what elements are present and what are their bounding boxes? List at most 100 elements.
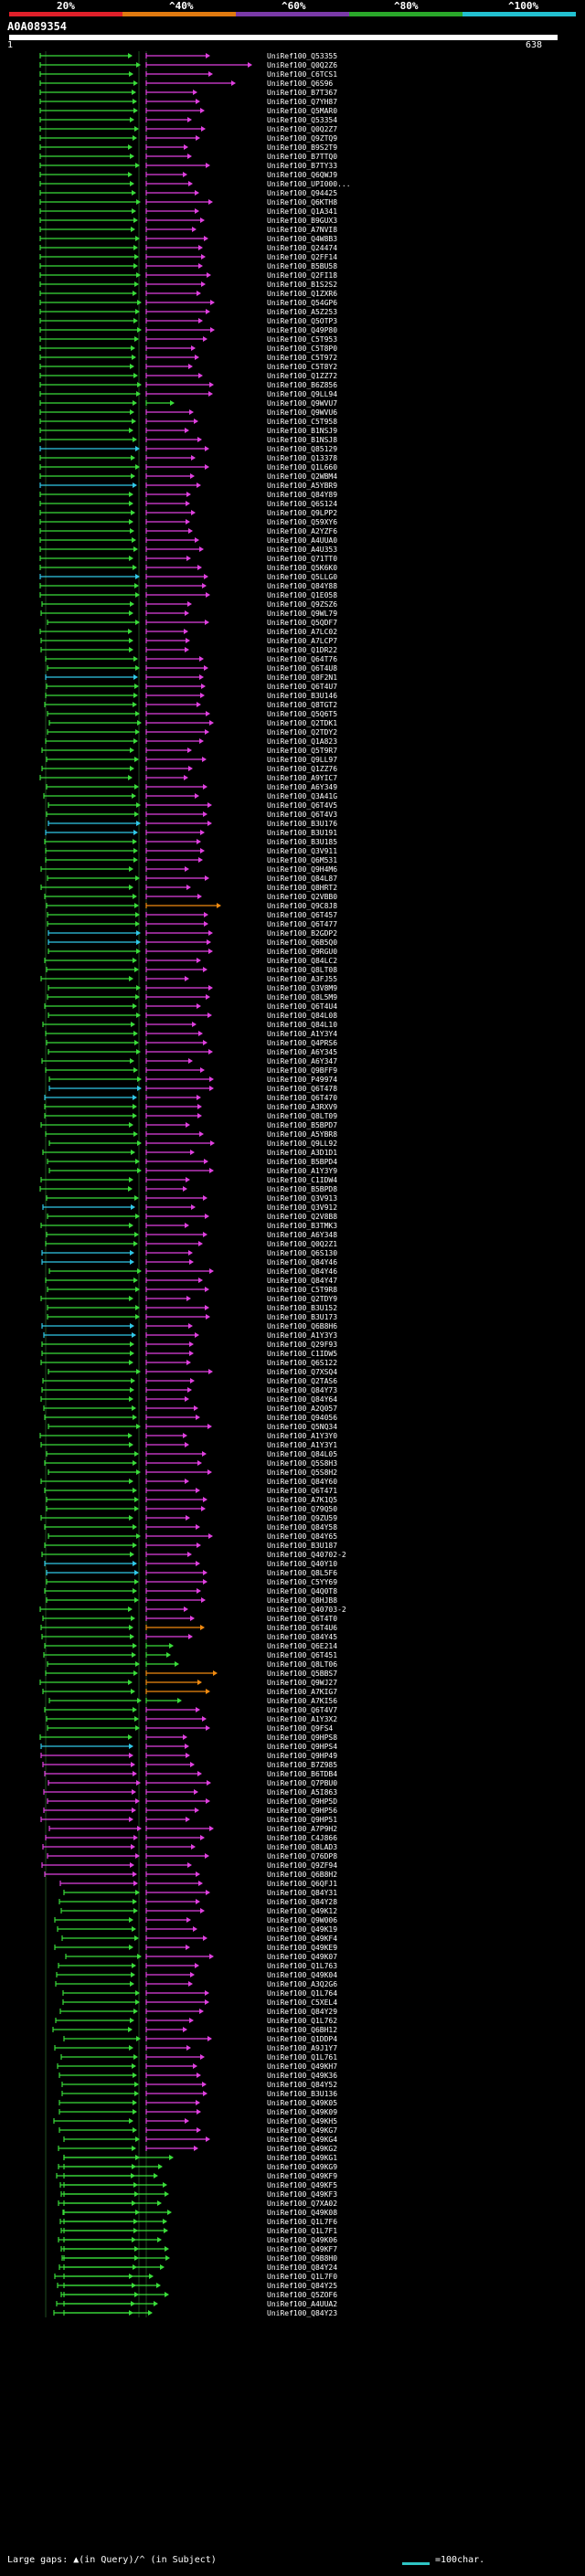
hit-label[interactable]: UniRef100_Q2V8B8 bbox=[267, 1213, 337, 1221]
hit-label[interactable]: UniRef100_Q8LT08 bbox=[267, 966, 337, 974]
hit-label[interactable]: UniRef100_Q3V911 bbox=[267, 847, 337, 855]
hit-label[interactable]: UniRef100_Q9WL79 bbox=[267, 610, 337, 618]
hit-label[interactable]: UniRef100_C6TCS1 bbox=[267, 70, 337, 79]
hit-label[interactable]: UniRef100_B7Z985 bbox=[267, 1761, 337, 1769]
hit-label[interactable]: UniRef100_Q84Y46 bbox=[267, 1267, 337, 1276]
hit-label[interactable]: UniRef100_Q8F2N1 bbox=[267, 673, 337, 682]
hit-label[interactable]: UniRef100_A1Y3Y1 bbox=[267, 1441, 337, 1449]
hit-label[interactable]: UniRef100_Q3V8M9 bbox=[267, 984, 337, 992]
hit-label[interactable]: UniRef100_A6Y348 bbox=[267, 1231, 337, 1239]
hit-label[interactable]: UniRef100_C1IDW5 bbox=[267, 1350, 337, 1358]
hit-label[interactable]: UniRef100_Q1L761 bbox=[267, 2053, 337, 2062]
hit-label[interactable]: UniRef100_A3Q2G6 bbox=[267, 1980, 337, 1988]
hit-label[interactable]: UniRef100_Q5T9R7 bbox=[267, 747, 337, 755]
hit-label[interactable]: UniRef100_Q49K36 bbox=[267, 2072, 337, 2080]
hit-label[interactable]: UniRef100_Q6B8H6 bbox=[267, 1322, 337, 1330]
hit-label[interactable]: UniRef100_Q6T4U8 bbox=[267, 664, 337, 673]
hit-label[interactable]: UniRef100_Q0Q2Z7 bbox=[267, 125, 337, 133]
hit-label[interactable]: UniRef100_B5BPD7 bbox=[267, 1121, 337, 1129]
hit-label[interactable]: UniRef100_Q49KG7 bbox=[267, 2126, 337, 2135]
hit-label[interactable]: UniRef100_C5T8Y2 bbox=[267, 363, 337, 371]
hit-label[interactable]: UniRef100_C5T953 bbox=[267, 335, 337, 344]
hit-label[interactable]: UniRef100_Q6S124 bbox=[267, 500, 337, 508]
hit-label[interactable]: UniRef100_Q6T4V7 bbox=[267, 1706, 337, 1714]
hit-label[interactable]: UniRef100_B3U173 bbox=[267, 1313, 337, 1321]
hit-label[interactable]: UniRef100_Q5MAR0 bbox=[267, 107, 337, 115]
hit-label[interactable]: UniRef100_Q9ZU59 bbox=[267, 1514, 337, 1522]
hit-label[interactable]: UniRef100_Q5BBS7 bbox=[267, 1670, 337, 1678]
hit-label[interactable]: UniRef100_C5XEL4 bbox=[267, 1998, 337, 2007]
hit-label[interactable]: UniRef100_Q8LT06 bbox=[267, 1660, 337, 1669]
hit-label[interactable]: UniRef100_Q84Y46 bbox=[267, 1258, 337, 1267]
hit-label[interactable]: UniRef100_A3FJ55 bbox=[267, 975, 337, 983]
hit-label[interactable]: UniRef100_Q9HP56 bbox=[267, 1807, 337, 1815]
hit-label[interactable]: UniRef100_Q1L7F1 bbox=[267, 2227, 337, 2235]
hit-label[interactable]: UniRef100_C5T9R8 bbox=[267, 1286, 337, 1294]
hit-label[interactable]: UniRef100_A7LCP7 bbox=[267, 637, 337, 645]
hit-label[interactable]: UniRef100_A6Y347 bbox=[267, 1057, 337, 1065]
hit-label[interactable]: UniRef100_Q49KG4 bbox=[267, 2136, 337, 2144]
hit-label[interactable]: UniRef100_Q49KH5 bbox=[267, 2117, 337, 2125]
hit-label[interactable]: UniRef100_Q49K09 bbox=[267, 2108, 337, 2116]
hit-label[interactable]: UniRef100_Q6M531 bbox=[267, 856, 337, 864]
hit-label[interactable]: UniRef100_Q8LAD3 bbox=[267, 1843, 337, 1851]
hit-label[interactable]: UniRef100_Q8TGT2 bbox=[267, 701, 337, 709]
hit-label[interactable]: UniRef100_A1Y3Y0 bbox=[267, 1432, 337, 1440]
hit-label[interactable]: UniRef100_Q94425 bbox=[267, 189, 337, 197]
hit-label[interactable]: UniRef100_B1NSJ9 bbox=[267, 427, 337, 435]
hit-label[interactable]: UniRef100_Q84Y89 bbox=[267, 491, 337, 499]
hit-label[interactable]: UniRef100_Q4W8B3 bbox=[267, 235, 337, 243]
hit-label[interactable]: UniRef100_Q1A823 bbox=[267, 737, 337, 746]
hit-label[interactable]: UniRef100_Q6T4U6 bbox=[267, 1624, 337, 1632]
hit-label[interactable]: UniRef100_Q1L762 bbox=[267, 2017, 337, 2025]
hit-label[interactable]: UniRef100_Q5QDF7 bbox=[267, 619, 337, 627]
hit-label[interactable]: UniRef100_A7K1Q5 bbox=[267, 1496, 337, 1504]
hit-label[interactable]: UniRef100_Q9HP51 bbox=[267, 1816, 337, 1824]
hit-label[interactable]: UniRef100_B7TTQ0 bbox=[267, 153, 337, 161]
hit-label[interactable]: UniRef100_Q6T470 bbox=[267, 1094, 337, 1102]
hit-label[interactable]: UniRef100_Q6T477 bbox=[267, 920, 337, 928]
hit-label[interactable]: UniRef100_Q6T451 bbox=[267, 1651, 337, 1659]
hit-label[interactable]: UniRef100_B3U146 bbox=[267, 692, 337, 700]
hit-label[interactable]: UniRef100_Q84Y73 bbox=[267, 1386, 337, 1394]
hit-label[interactable]: UniRef100_Q1L7F0 bbox=[267, 2273, 337, 2281]
hit-label[interactable]: UniRef100_Q2FF14 bbox=[267, 253, 337, 261]
hit-label[interactable]: UniRef100_Q6KTH8 bbox=[267, 198, 337, 207]
hit-label[interactable]: UniRef100_Q9FS4 bbox=[267, 1724, 333, 1733]
hit-label[interactable]: UniRef100_A5YBR9 bbox=[267, 482, 337, 490]
hit-label[interactable]: UniRef100_Q13378 bbox=[267, 454, 337, 462]
hit-label[interactable]: UniRef100_Q6B5Q0 bbox=[267, 938, 337, 947]
hit-label[interactable]: UniRef100_Q9HPS4 bbox=[267, 1743, 337, 1751]
hit-label[interactable]: UniRef100_B2GDP2 bbox=[267, 929, 337, 938]
hit-label[interactable]: UniRef100_Q49KF7 bbox=[267, 2245, 337, 2253]
hit-label[interactable]: UniRef100_Q59XY6 bbox=[267, 518, 337, 526]
hit-label[interactable]: UniRef100_A2Q057 bbox=[267, 1405, 337, 1413]
hit-label[interactable]: UniRef100_A3RXV9 bbox=[267, 1103, 337, 1111]
hit-label[interactable]: UniRef100_Q9H4M6 bbox=[267, 865, 337, 874]
hit-label[interactable]: UniRef100_A1Y3Y4 bbox=[267, 1030, 337, 1038]
hit-label[interactable]: UniRef100_Q49KE9 bbox=[267, 1944, 337, 1952]
hit-label[interactable]: UniRef100_Q49KG2 bbox=[267, 2145, 337, 2153]
hit-label[interactable]: UniRef100_Q49K12 bbox=[267, 1907, 337, 1915]
hit-label[interactable]: UniRef100_Q40703-2 bbox=[267, 1606, 346, 1614]
hit-label[interactable]: UniRef100_Q5LLG0 bbox=[267, 573, 337, 581]
hit-label[interactable]: UniRef100_A9YIC7 bbox=[267, 774, 337, 782]
hit-label[interactable]: UniRef100_Q1L763 bbox=[267, 1962, 337, 1970]
hit-label[interactable]: UniRef100_Q5ZOF6 bbox=[267, 2291, 337, 2299]
hit-label[interactable]: UniRef100_Q6T4V3 bbox=[267, 811, 337, 819]
hit-label[interactable]: UniRef100_Q6E214 bbox=[267, 1642, 337, 1650]
hit-label[interactable]: UniRef100_Q9RGU0 bbox=[267, 948, 337, 956]
hit-label[interactable]: UniRef100_A3D1D1 bbox=[267, 1149, 337, 1157]
hit-label[interactable]: UniRef100_C5T972 bbox=[267, 354, 337, 362]
hit-label[interactable]: UniRef100_A1Y3Y3 bbox=[267, 1331, 337, 1340]
hit-label[interactable]: UniRef100_B1S2S2 bbox=[267, 281, 337, 289]
hit-label[interactable]: UniRef100_Q49KF3 bbox=[267, 2190, 337, 2199]
hit-label[interactable]: UniRef100_Q49KF9 bbox=[267, 2172, 337, 2180]
hit-label[interactable]: UniRef100_Q6T457 bbox=[267, 911, 337, 919]
hit-label[interactable]: UniRef100_Q49KG9 bbox=[267, 2163, 337, 2171]
hit-label[interactable]: UniRef100_Q1L7F6 bbox=[267, 2218, 337, 2226]
hit-label[interactable]: UniRef100_A2YZF6 bbox=[267, 527, 337, 535]
hit-label[interactable]: UniRef100_Q9HPS8 bbox=[267, 1733, 337, 1742]
hit-label[interactable]: UniRef100_Q84L05 bbox=[267, 1450, 337, 1458]
hit-label[interactable]: UniRef100_Q6QFJ1 bbox=[267, 1880, 337, 1888]
